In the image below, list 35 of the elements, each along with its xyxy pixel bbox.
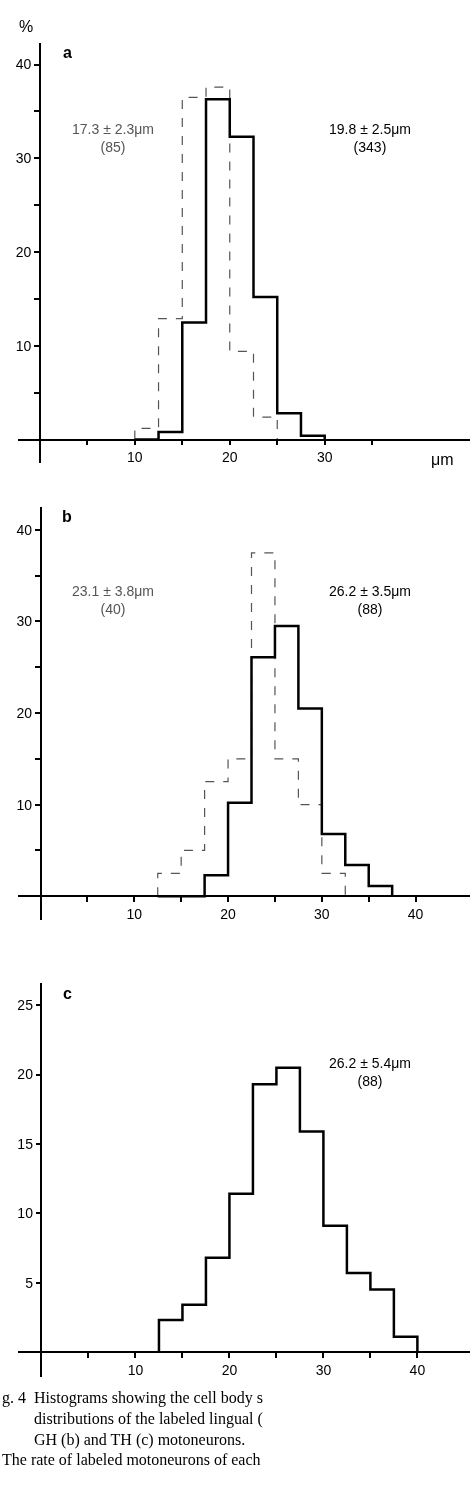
y-tick-label: 30 bbox=[15, 150, 32, 167]
x-tick-label: 30 bbox=[314, 905, 330, 922]
x-tick-label: 40 bbox=[409, 1361, 426, 1378]
y-tick-label: 20 bbox=[17, 1066, 34, 1083]
text: 19.8 ± 2.5μm (343) bbox=[329, 121, 411, 156]
y-tick-label: 20 bbox=[16, 704, 33, 721]
text: 26.2 ± 5.4μm (88) bbox=[329, 1055, 411, 1090]
y-axis-title: % bbox=[19, 18, 34, 35]
x-tick-label: 40 bbox=[407, 905, 424, 922]
y-tick-label: 25 bbox=[17, 997, 34, 1014]
y-tick-label: 40 bbox=[16, 521, 33, 538]
x-tick-label: 10 bbox=[126, 905, 143, 922]
x-tick-label: 20 bbox=[221, 1361, 238, 1378]
x-tick-label: 30 bbox=[315, 1361, 332, 1378]
chart-title: c bbox=[63, 985, 72, 1002]
y-tick-label: 10 bbox=[17, 1205, 34, 1222]
chart-title: a bbox=[63, 44, 72, 61]
chart-title: b bbox=[62, 508, 72, 525]
y-tick-label: 40 bbox=[15, 56, 32, 73]
text: 23.1 ± 3.8μm (40) bbox=[72, 583, 154, 618]
text: g. 4 Histograms showing the cell body s distributions of the labeled lingual ( GH (b) and TH (c) motoneurons. The rate of labeled motoneurons of each bbox=[2, 1389, 263, 1469]
y-tick-label: 20 bbox=[15, 243, 32, 260]
text: 26.2 ± 3.5μm (88) bbox=[329, 583, 411, 618]
x-tick-label: 30 bbox=[316, 449, 333, 466]
x-axis-title: μm bbox=[431, 451, 454, 468]
y-tick-label: 15 bbox=[17, 1135, 34, 1152]
x-tick-label: 20 bbox=[221, 449, 238, 466]
y-tick-label: 10 bbox=[15, 337, 32, 354]
x-tick-label: 20 bbox=[220, 905, 237, 922]
x-tick-label: 10 bbox=[127, 1361, 144, 1378]
x-tick-label: 10 bbox=[127, 449, 143, 466]
y-tick-label: 10 bbox=[16, 796, 33, 813]
text: 17.3 ± 2.3μm (85) bbox=[72, 121, 154, 156]
y-tick-label: 30 bbox=[16, 613, 33, 630]
y-tick-label: 5 bbox=[25, 1274, 34, 1291]
